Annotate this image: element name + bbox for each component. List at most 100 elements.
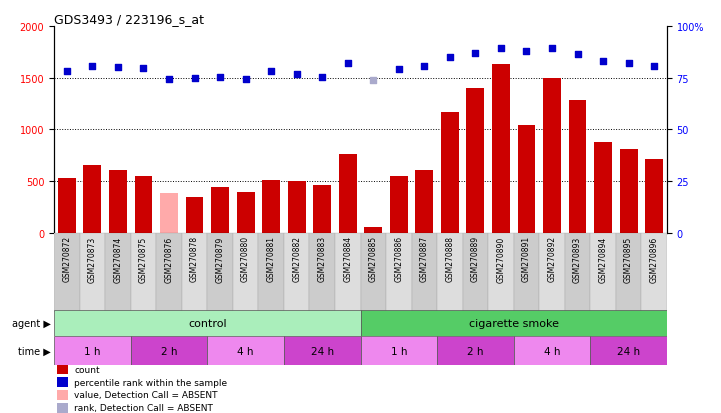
Bar bbox=[513, 337, 590, 366]
Point bbox=[547, 45, 558, 52]
Bar bbox=[233, 233, 258, 312]
Text: count: count bbox=[74, 365, 100, 374]
Text: GDS3493 / 223196_s_at: GDS3493 / 223196_s_at bbox=[54, 13, 204, 26]
Text: GSM270887: GSM270887 bbox=[420, 236, 429, 282]
Text: 1 h: 1 h bbox=[84, 346, 101, 356]
Bar bbox=[262, 181, 280, 233]
Bar bbox=[386, 233, 412, 312]
Bar bbox=[415, 170, 433, 233]
Bar bbox=[360, 310, 667, 337]
Bar bbox=[185, 197, 203, 233]
Text: GSM270891: GSM270891 bbox=[522, 236, 531, 282]
Text: agent ▶: agent ▶ bbox=[12, 318, 50, 328]
Bar bbox=[619, 149, 637, 233]
Bar bbox=[57, 390, 68, 400]
Point bbox=[214, 74, 226, 81]
Bar bbox=[335, 233, 360, 312]
Bar bbox=[364, 227, 382, 233]
Text: 4 h: 4 h bbox=[544, 346, 560, 356]
Bar bbox=[590, 233, 616, 312]
Bar bbox=[390, 177, 408, 233]
Bar bbox=[590, 337, 667, 366]
Point bbox=[240, 76, 252, 83]
Bar bbox=[54, 310, 360, 337]
Bar bbox=[569, 101, 586, 233]
Text: 4 h: 4 h bbox=[237, 346, 254, 356]
Point bbox=[469, 50, 481, 57]
Bar bbox=[412, 233, 437, 312]
Bar bbox=[284, 233, 309, 312]
Point bbox=[317, 74, 328, 81]
Bar bbox=[131, 337, 208, 366]
Text: 2 h: 2 h bbox=[161, 346, 177, 356]
Bar bbox=[105, 233, 131, 312]
Bar bbox=[58, 178, 76, 233]
Bar bbox=[309, 233, 335, 312]
Bar bbox=[616, 233, 642, 312]
Bar bbox=[135, 177, 152, 233]
Text: GSM270872: GSM270872 bbox=[62, 236, 71, 282]
Bar bbox=[57, 403, 68, 413]
Text: GSM270892: GSM270892 bbox=[547, 236, 557, 282]
Bar bbox=[54, 233, 79, 312]
Text: GSM270883: GSM270883 bbox=[318, 236, 327, 282]
Bar bbox=[288, 182, 306, 233]
Text: cigarette smoke: cigarette smoke bbox=[469, 318, 559, 328]
Text: 2 h: 2 h bbox=[467, 346, 484, 356]
Bar bbox=[208, 233, 233, 312]
Bar bbox=[258, 233, 284, 312]
Bar bbox=[57, 365, 68, 374]
Text: GSM270886: GSM270886 bbox=[394, 236, 403, 282]
Text: GSM270879: GSM270879 bbox=[216, 236, 224, 282]
Bar bbox=[313, 186, 331, 233]
Text: GSM270885: GSM270885 bbox=[368, 236, 378, 282]
Bar bbox=[339, 155, 357, 233]
Point bbox=[163, 76, 174, 83]
Text: value, Detection Call = ABSENT: value, Detection Call = ABSENT bbox=[74, 390, 218, 399]
Text: control: control bbox=[188, 318, 226, 328]
Bar bbox=[441, 113, 459, 233]
Text: 1 h: 1 h bbox=[391, 346, 407, 356]
Point bbox=[342, 61, 353, 67]
Text: GSM270894: GSM270894 bbox=[598, 236, 608, 282]
Text: GSM270880: GSM270880 bbox=[241, 236, 250, 282]
Text: GSM270878: GSM270878 bbox=[190, 236, 199, 282]
Text: 24 h: 24 h bbox=[311, 346, 334, 356]
Bar bbox=[466, 89, 485, 233]
Text: time ▶: time ▶ bbox=[18, 346, 50, 356]
Point bbox=[444, 55, 456, 61]
Point bbox=[265, 69, 277, 76]
Bar bbox=[79, 233, 105, 312]
Text: GSM270875: GSM270875 bbox=[139, 236, 148, 282]
Point bbox=[419, 64, 430, 70]
Text: GSM270873: GSM270873 bbox=[88, 236, 97, 282]
Text: GSM270888: GSM270888 bbox=[446, 236, 454, 282]
Bar bbox=[208, 337, 284, 366]
Point bbox=[291, 71, 302, 78]
Bar bbox=[437, 233, 463, 312]
Bar bbox=[565, 233, 590, 312]
Point bbox=[368, 77, 379, 84]
Bar bbox=[131, 233, 156, 312]
Text: GSM270876: GSM270876 bbox=[164, 236, 174, 282]
Bar bbox=[211, 188, 229, 233]
Bar bbox=[156, 233, 182, 312]
Bar bbox=[360, 337, 437, 366]
Bar bbox=[642, 233, 667, 312]
Point bbox=[61, 69, 73, 76]
Text: GSM270881: GSM270881 bbox=[267, 236, 275, 282]
Text: rank, Detection Call = ABSENT: rank, Detection Call = ABSENT bbox=[74, 403, 213, 412]
Bar bbox=[488, 233, 514, 312]
Bar bbox=[594, 142, 612, 233]
Point bbox=[521, 48, 532, 55]
Bar bbox=[160, 193, 178, 233]
Text: 24 h: 24 h bbox=[617, 346, 640, 356]
Point bbox=[393, 67, 404, 74]
Bar bbox=[182, 233, 208, 312]
Bar bbox=[109, 170, 127, 233]
Bar bbox=[360, 233, 386, 312]
Bar bbox=[645, 160, 663, 233]
Text: GSM270884: GSM270884 bbox=[343, 236, 353, 282]
Bar bbox=[57, 377, 68, 387]
Bar bbox=[518, 126, 536, 233]
